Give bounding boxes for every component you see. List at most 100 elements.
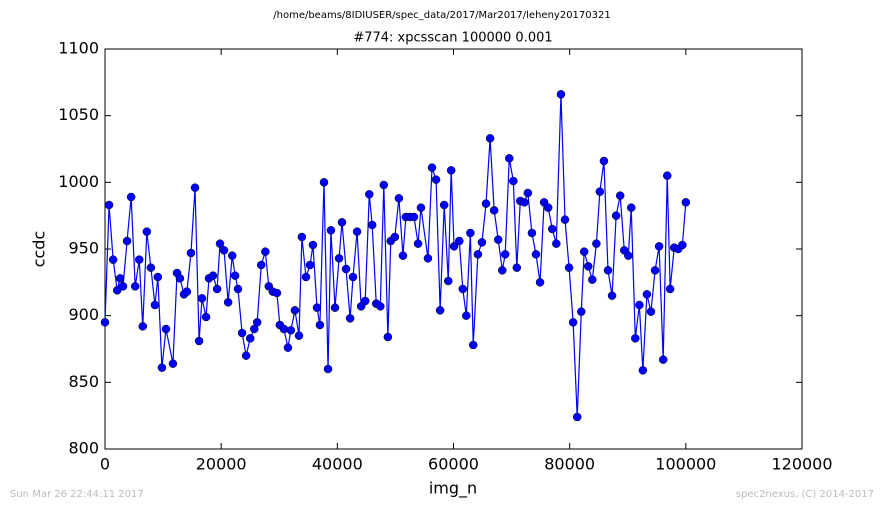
data-point — [230, 271, 240, 280]
data-point — [345, 314, 355, 323]
data-point — [168, 359, 178, 368]
data-point — [531, 250, 541, 259]
data-point — [592, 239, 601, 248]
data-point — [365, 190, 374, 199]
data-point — [100, 318, 110, 327]
data-point — [348, 272, 358, 282]
data-point — [161, 324, 171, 334]
data-point — [186, 248, 196, 258]
x-tick-label: 20000 — [196, 455, 247, 474]
data-point — [547, 224, 557, 234]
x-tick-label: 40000 — [312, 455, 363, 474]
data-point — [233, 284, 243, 294]
data-point — [256, 260, 266, 270]
data-point — [341, 264, 351, 274]
data-point — [112, 286, 122, 295]
data-point — [413, 239, 423, 248]
data-point — [466, 228, 475, 238]
data-point — [650, 266, 660, 275]
data-point — [572, 412, 582, 422]
data-point — [272, 288, 282, 298]
data-point — [118, 282, 128, 291]
data-point — [390, 232, 400, 242]
data-point — [462, 311, 471, 320]
y-tick-label: 850 — [68, 372, 99, 391]
data-point — [130, 282, 140, 291]
data-point — [611, 211, 621, 220]
x-axis-label: img_n — [429, 479, 477, 499]
y-tick-label: 1050 — [58, 105, 99, 124]
data-point — [556, 90, 566, 99]
x-tick-label: 0 — [100, 455, 110, 474]
data-point — [599, 156, 609, 166]
data-point — [543, 203, 553, 212]
data-point — [665, 284, 675, 294]
data-point — [527, 228, 537, 238]
data-point — [535, 278, 545, 287]
data-point — [261, 247, 270, 256]
data-point — [312, 303, 322, 312]
data-point — [584, 262, 593, 271]
data-point — [150, 300, 160, 310]
data-point — [681, 198, 691, 207]
data-point — [208, 271, 218, 280]
data-point — [367, 220, 377, 230]
data-point — [435, 306, 445, 315]
x-tick-label: 100000 — [655, 455, 716, 474]
data-point — [477, 238, 487, 247]
data-point — [458, 284, 468, 294]
data-point — [564, 263, 574, 272]
x-tick-label: 60000 — [428, 455, 479, 474]
data-point — [305, 260, 315, 270]
data-point — [615, 191, 625, 200]
data-point — [108, 255, 118, 264]
data-point — [409, 212, 419, 222]
data-point — [334, 254, 344, 263]
data-point — [383, 332, 393, 342]
data-point — [135, 255, 144, 264]
data-point — [190, 183, 200, 192]
data-point — [512, 263, 522, 272]
data-point — [635, 300, 644, 310]
data-point — [646, 307, 656, 316]
data-point — [279, 324, 289, 334]
data-point — [241, 351, 251, 360]
data-point — [294, 331, 304, 340]
chart-title: #774: xpcsscan 100000 0.001 — [353, 31, 552, 46]
data-point — [326, 226, 336, 235]
data-point — [245, 334, 255, 343]
data-point — [290, 306, 300, 315]
x-tick-label: 120000 — [771, 455, 832, 474]
data-point — [595, 187, 605, 196]
data-point — [509, 176, 518, 186]
data-point — [485, 134, 495, 143]
data-point — [500, 250, 510, 259]
data-point — [642, 290, 652, 299]
data-point — [588, 275, 597, 284]
data-point — [330, 303, 340, 312]
data-point — [315, 320, 325, 330]
data-point — [115, 274, 125, 283]
data-point — [624, 251, 633, 260]
data-point — [416, 203, 426, 212]
x-tick-label: 80000 — [544, 455, 595, 474]
data-point — [577, 307, 586, 316]
data-point — [146, 263, 156, 272]
data-point — [319, 178, 329, 187]
data-point — [607, 291, 617, 300]
data-point — [423, 254, 433, 263]
data-point — [197, 294, 207, 303]
data-point — [283, 343, 293, 352]
y-axis-label: ccdc — [30, 231, 49, 268]
data-point — [398, 251, 408, 260]
data-point — [560, 215, 570, 224]
data-point — [568, 318, 578, 327]
data-point — [227, 251, 237, 260]
data-point — [489, 206, 499, 215]
data-point — [626, 203, 636, 212]
data-point — [394, 194, 404, 203]
suptitle: /home/beams/8IDIUSER/spec_data/2017/Mar2… — [273, 10, 610, 21]
data-point — [223, 298, 233, 307]
data-point — [219, 246, 229, 255]
